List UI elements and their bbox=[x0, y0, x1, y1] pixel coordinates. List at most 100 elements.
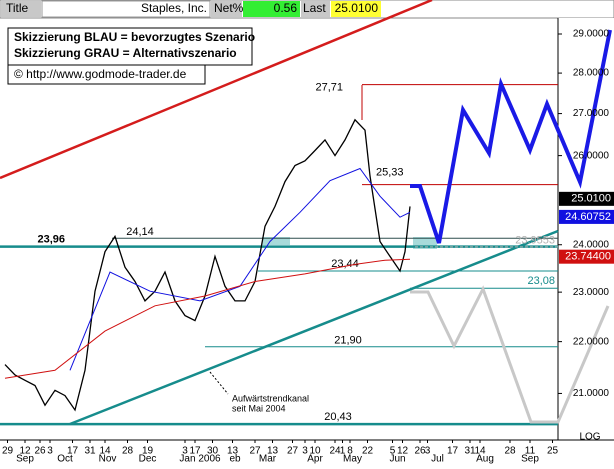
header-net-value: 0.56 bbox=[274, 1, 298, 15]
x-tick-label: 28 bbox=[504, 446, 516, 457]
level-label: 27,71 bbox=[315, 82, 343, 94]
last-value-label: 25.0100 bbox=[571, 193, 611, 205]
trend-line-upper bbox=[0, 0, 433, 180]
x-tick-label: 25 bbox=[547, 446, 559, 457]
header-net-label: Net% bbox=[214, 1, 244, 15]
x-tick-label: 17 bbox=[447, 446, 459, 457]
last-value-label: 23.74400 bbox=[565, 251, 611, 263]
header-cell bbox=[1, 1, 41, 17]
x-tick-label: 13 bbox=[227, 446, 239, 457]
y-tick-label: 24.0000 bbox=[573, 239, 610, 250]
level-label: 23,96 bbox=[37, 234, 65, 246]
header-last-label: Last bbox=[303, 1, 326, 15]
header-cell bbox=[331, 1, 381, 17]
y-tick-label: 26.0000 bbox=[573, 150, 610, 161]
y-tick-label: 22.0000 bbox=[573, 336, 610, 347]
x-tick-label: 12 bbox=[397, 446, 409, 457]
copyright-box bbox=[7, 64, 206, 85]
series-line bbox=[4, 258, 411, 379]
y-tick-label: 23.0000 bbox=[573, 287, 610, 298]
level-label: 23,44 bbox=[331, 258, 359, 270]
x-tick-label: 14 bbox=[99, 446, 111, 457]
x-tick-label: 3 bbox=[425, 446, 431, 457]
x-tick-label: 29 bbox=[2, 446, 14, 457]
x-tick-label: 27 bbox=[287, 446, 299, 457]
copyright: © http://www.godmode-trader.de bbox=[14, 67, 187, 81]
x-month-label: Nov bbox=[99, 454, 117, 464]
x-tick-label: 1 bbox=[340, 446, 346, 457]
x-tick-label: 27 bbox=[249, 446, 261, 457]
x-month-label: Jan 2006 bbox=[179, 454, 221, 464]
plot: 27,71 25,33 24,14 23,96 23.9553 23,44 23,08 21,… bbox=[0, 82, 558, 426]
x-tick-label: 5 bbox=[390, 446, 396, 457]
y-tick-label: 28.0000 bbox=[573, 68, 610, 79]
x-month-label: Dec bbox=[139, 454, 157, 464]
y-axis-panel bbox=[558, 18, 614, 440]
header-cell bbox=[211, 1, 242, 17]
zone-highlight bbox=[262, 237, 290, 245]
x-month-label: Mar bbox=[259, 454, 277, 464]
series-line bbox=[69, 167, 411, 371]
x-month-label: Oct bbox=[57, 454, 73, 464]
last-value-box bbox=[559, 249, 614, 264]
header-cell bbox=[41, 0, 211, 18]
x-month-label: Sep bbox=[521, 454, 539, 464]
legend-note: Skizzierung GRAU = Alternativszenario bbox=[14, 46, 237, 60]
level-label: 21,90 bbox=[334, 335, 362, 347]
x-tick-label: 17 bbox=[189, 446, 201, 457]
x-tick-label: 12 bbox=[19, 446, 31, 457]
x-tick-label: 17 bbox=[67, 446, 79, 457]
x-month-label: Sep bbox=[16, 454, 34, 464]
x-tick-label: 26 bbox=[34, 446, 46, 457]
x-tick-label: 3 bbox=[47, 446, 53, 457]
last-value-box bbox=[559, 191, 614, 206]
x-tick-label: 31 bbox=[464, 446, 476, 457]
header-symbol: Staples, Inc. bbox=[141, 1, 207, 15]
x-month-label: Jun bbox=[389, 454, 405, 464]
y-tick-label: 21.0000 bbox=[573, 388, 610, 399]
x-tick-label: 13 bbox=[267, 446, 279, 457]
log-label: LOG bbox=[579, 432, 600, 443]
legend-note: Skizzierung BLAU = bevorzugtes Szenario bbox=[14, 30, 255, 44]
x-tick-label: 28 bbox=[122, 446, 134, 457]
header-cell bbox=[301, 1, 330, 17]
x-tick-label: 30 bbox=[207, 446, 219, 457]
level-label: 25,33 bbox=[376, 167, 404, 179]
series-line bbox=[4, 118, 411, 412]
level-label: 23.9553 bbox=[515, 235, 555, 247]
level-label: 20,43 bbox=[324, 411, 352, 423]
scenario-blue bbox=[410, 29, 612, 244]
header: Title Staples, Inc. Net% 0.56 Last 25.01… bbox=[0, 0, 614, 19]
y-tick-label: 29.0000 bbox=[573, 29, 610, 40]
x-month-label: eb bbox=[229, 454, 241, 464]
header-cell bbox=[243, 1, 300, 17]
y-tick-label: 27.0000 bbox=[573, 108, 610, 119]
last-value-label: 24.60752 bbox=[565, 211, 611, 223]
legend-box bbox=[7, 27, 253, 66]
header-last-value: 25.0100 bbox=[335, 1, 379, 15]
x-tick-label: 14 bbox=[474, 446, 486, 457]
scenario-grey bbox=[410, 285, 610, 424]
x-tick-label: 24 bbox=[329, 446, 341, 457]
x-tick-label: 11 bbox=[525, 446, 536, 457]
x-month-label: Jul bbox=[431, 454, 444, 464]
level-label: 24,14 bbox=[126, 226, 154, 238]
x-tick-label: 22 bbox=[362, 446, 374, 457]
annotation: seit Mai 2004 bbox=[232, 403, 286, 413]
annotation-pointer bbox=[209, 371, 229, 395]
x-tick-label: 8 bbox=[347, 446, 353, 457]
x-tick-label: 10 bbox=[309, 446, 321, 457]
header-title: Title bbox=[6, 1, 29, 15]
last-value-box bbox=[559, 209, 614, 224]
x-month-label: Apr bbox=[307, 454, 323, 464]
x-tick-label: 19 bbox=[142, 446, 154, 457]
x-tick-label: 3 bbox=[302, 446, 308, 457]
annotation: Aufwärtstrendkanal bbox=[232, 393, 309, 403]
x-month-label: Aug bbox=[476, 454, 494, 464]
x-tick-label: 31 bbox=[84, 446, 96, 457]
x-month-label: May bbox=[343, 454, 362, 464]
x-tick-label: 3 bbox=[182, 446, 188, 457]
x-tick-label: 26 bbox=[414, 446, 426, 457]
level-label: 23,08 bbox=[527, 275, 555, 287]
